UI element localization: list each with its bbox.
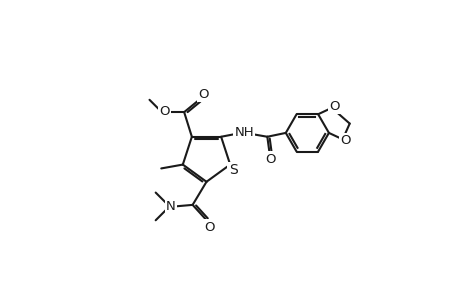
Text: N: N bbox=[166, 200, 175, 213]
Text: S: S bbox=[229, 163, 237, 177]
Text: O: O bbox=[204, 221, 214, 234]
Text: O: O bbox=[328, 100, 339, 113]
Text: NH: NH bbox=[234, 126, 253, 140]
Text: O: O bbox=[339, 134, 350, 147]
Text: O: O bbox=[159, 105, 170, 118]
Text: O: O bbox=[264, 153, 275, 166]
Text: O: O bbox=[198, 88, 208, 101]
